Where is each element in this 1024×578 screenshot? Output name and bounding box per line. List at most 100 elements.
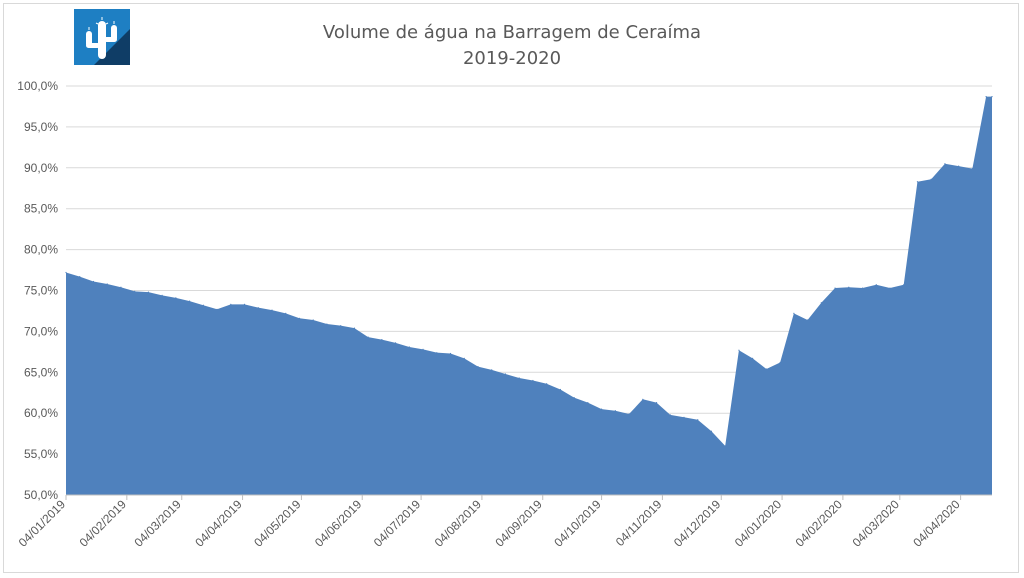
data-point bbox=[655, 401, 658, 404]
data-point bbox=[243, 303, 246, 306]
data-point bbox=[394, 342, 397, 344]
area-fill bbox=[66, 96, 992, 495]
data-point bbox=[257, 307, 259, 309]
data-point bbox=[738, 349, 740, 351]
data-point bbox=[710, 430, 713, 432]
data-point bbox=[92, 280, 95, 283]
data-point bbox=[463, 357, 465, 359]
data-point bbox=[147, 291, 149, 293]
data-point bbox=[216, 308, 218, 310]
x-tick-label: 04/09/2019 bbox=[492, 497, 545, 550]
data-point bbox=[65, 271, 67, 274]
x-tick-label: 04/08/2019 bbox=[432, 497, 485, 550]
x-axis-labels: 04/01/2019 04/02/2019 04/03/2019 04/04/2019… bbox=[16, 497, 963, 550]
x-tick-label: 04/04/2019 bbox=[192, 497, 245, 550]
data-point bbox=[861, 287, 864, 289]
x-tick-label: 04/01/2019 bbox=[16, 497, 69, 550]
axes bbox=[65, 494, 992, 500]
data-point bbox=[875, 284, 877, 286]
x-tick-label: 04/10/2019 bbox=[551, 497, 604, 550]
data-point bbox=[779, 361, 781, 364]
data-point bbox=[683, 416, 685, 418]
data-point bbox=[903, 284, 905, 286]
chart-title: Volume de água na Barragem de Ceraíma 20… bbox=[262, 20, 762, 72]
data-point bbox=[669, 414, 671, 416]
y-tick-label: 90,0% bbox=[24, 161, 58, 175]
area-series bbox=[65, 96, 993, 495]
data-point bbox=[79, 275, 81, 278]
data-point bbox=[312, 319, 314, 321]
data-point bbox=[189, 300, 191, 302]
data-point bbox=[587, 401, 589, 404]
data-point bbox=[381, 338, 383, 341]
data-point bbox=[285, 312, 287, 314]
data-point bbox=[504, 373, 507, 375]
data-point bbox=[120, 286, 122, 288]
y-tick-label: 60,0% bbox=[24, 406, 58, 420]
data-point bbox=[642, 398, 644, 400]
data-point bbox=[436, 352, 438, 354]
x-tick-label: 04/11/2019 bbox=[613, 497, 665, 549]
data-point bbox=[326, 323, 328, 325]
y-tick-label: 65,0% bbox=[24, 365, 58, 379]
y-axis-labels: 50,0% 55,0% 60,0% 65,0% 70,0% 75,0% 80,0% 85,0%… bbox=[17, 79, 58, 502]
x-tick-label: 04/03/2020 bbox=[850, 497, 903, 550]
x-tick-label: 04/01/2020 bbox=[732, 497, 785, 550]
data-point bbox=[340, 325, 342, 327]
data-point bbox=[916, 181, 919, 183]
data-point bbox=[106, 283, 108, 285]
x-tick-label: 04/06/2019 bbox=[312, 497, 365, 550]
data-point bbox=[422, 348, 424, 350]
data-point bbox=[298, 317, 301, 319]
y-tick-label: 80,0% bbox=[24, 243, 58, 257]
data-point bbox=[614, 410, 616, 412]
data-point bbox=[573, 397, 575, 399]
cactus-logo-icon bbox=[74, 9, 130, 65]
data-point bbox=[202, 304, 204, 306]
data-point bbox=[353, 327, 355, 329]
data-point bbox=[752, 357, 754, 359]
x-tick-label: 04/02/2019 bbox=[77, 497, 130, 550]
y-tick-label: 75,0% bbox=[24, 284, 58, 298]
data-point bbox=[834, 287, 836, 289]
data-point bbox=[600, 408, 603, 410]
y-tick-label: 95,0% bbox=[24, 120, 58, 134]
data-point bbox=[161, 294, 163, 297]
data-point bbox=[806, 319, 809, 321]
data-point bbox=[628, 413, 630, 415]
data-point bbox=[765, 368, 767, 370]
data-point bbox=[991, 96, 993, 98]
data-point bbox=[697, 419, 699, 421]
data-point bbox=[408, 346, 410, 348]
data-point bbox=[532, 379, 534, 382]
chart-title-line: Volume de água na Barragem de Ceraíma bbox=[322, 22, 702, 43]
data-point bbox=[518, 377, 520, 379]
data-point bbox=[958, 165, 960, 167]
chart-subtitle: 2019-2020 bbox=[462, 48, 562, 69]
x-tick-label: 04/07/2019 bbox=[371, 497, 424, 550]
data-point bbox=[889, 287, 891, 289]
y-tick-label: 55,0% bbox=[24, 447, 58, 461]
data-point bbox=[724, 445, 726, 447]
data-point bbox=[971, 168, 973, 170]
x-tick-label: 04/03/2019 bbox=[132, 497, 185, 550]
x-tick-label: 04/04/2020 bbox=[910, 497, 963, 550]
data-point bbox=[134, 290, 136, 292]
y-tick-label: 100,0% bbox=[17, 79, 58, 93]
data-point bbox=[848, 286, 850, 288]
x-tick-label: 04/02/2020 bbox=[793, 497, 846, 550]
data-point bbox=[546, 383, 548, 385]
data-point bbox=[175, 297, 177, 299]
data-point bbox=[793, 312, 795, 314]
data-point bbox=[367, 336, 369, 338]
data-point bbox=[271, 309, 273, 311]
data-point bbox=[449, 352, 452, 355]
y-tick-label: 70,0% bbox=[24, 324, 58, 338]
data-point bbox=[491, 369, 493, 371]
data-point bbox=[930, 178, 932, 180]
data-point bbox=[820, 302, 822, 304]
x-tick-label: 04/05/2019 bbox=[251, 497, 304, 550]
data-point bbox=[559, 388, 561, 391]
data-point bbox=[230, 303, 232, 306]
